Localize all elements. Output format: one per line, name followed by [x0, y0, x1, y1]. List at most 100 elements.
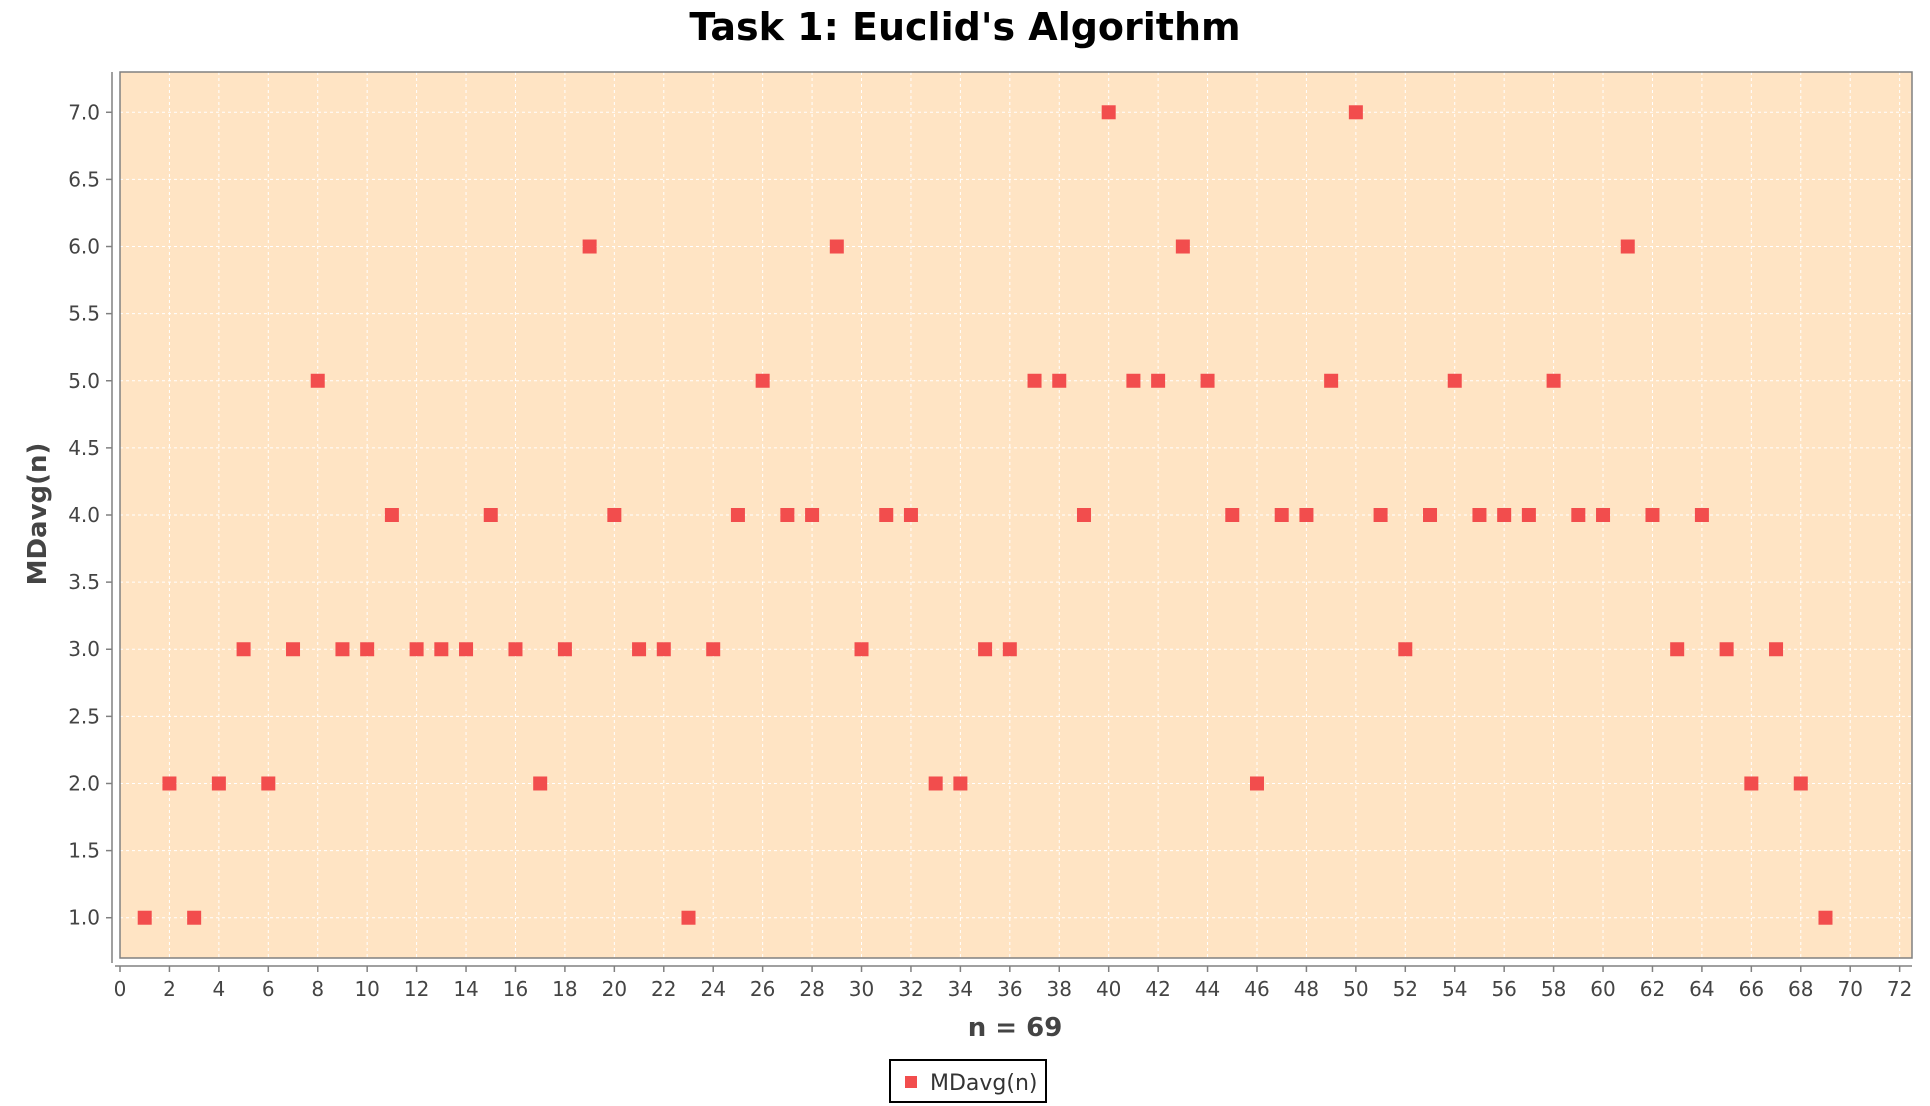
data-point — [1423, 508, 1438, 522]
data-point — [261, 776, 276, 791]
x-tick-label: 26 — [750, 977, 775, 1001]
y-tick-label: 5.0 — [68, 369, 100, 393]
y-tick-label: 3.5 — [68, 570, 100, 594]
x-tick-label: 32 — [898, 977, 923, 1001]
x-tick-label: 60 — [1590, 977, 1615, 1001]
x-tick-label: 72 — [1887, 977, 1912, 1001]
x-axis-title: n = 69 — [968, 1013, 1063, 1043]
data-point — [335, 642, 350, 657]
x-tick-label: 40 — [1096, 977, 1121, 1001]
plot-frame — [119, 71, 1913, 959]
data-point — [483, 508, 498, 522]
data-point — [1645, 508, 1660, 522]
y-tick-label: 4.0 — [68, 503, 100, 527]
x-tick-label: 70 — [1837, 977, 1862, 1001]
data-point — [459, 642, 474, 657]
x-tick-label: 38 — [1047, 977, 1072, 1001]
data-point — [854, 642, 869, 657]
y-axis-title: MDavg(n) — [23, 443, 53, 586]
data-point — [582, 239, 597, 254]
y-tick-label: 4.5 — [68, 436, 100, 460]
data-point — [706, 642, 721, 657]
chart-title: Task 1: Euclid's Algorithm — [689, 5, 1240, 49]
data-point — [755, 373, 770, 388]
data-point — [1596, 508, 1611, 522]
y-tick-label: 1.5 — [68, 839, 100, 863]
x-tick-label: 4 — [213, 977, 226, 1001]
y-axis-ticks: 1.0 1.5 2.0 2.5 3.0 3.5 4.0 4.5 5.0 5.5 6.0 6.5 7.0 — [68, 100, 112, 930]
data-point — [1571, 508, 1586, 522]
data-point — [236, 642, 251, 657]
data-point — [656, 642, 671, 657]
data-point — [286, 642, 301, 657]
x-tick-label: 12 — [404, 977, 429, 1001]
x-tick-label: 48 — [1294, 977, 1319, 1001]
x-tick-label: 14 — [453, 977, 478, 1001]
data-point — [1076, 508, 1091, 522]
data-point — [903, 508, 918, 522]
data-point — [632, 642, 647, 657]
x-tick-label: 64 — [1689, 977, 1714, 1001]
data-point — [879, 508, 894, 522]
x-tick-label: 68 — [1788, 977, 1813, 1001]
data-point — [1225, 508, 1240, 522]
data-point — [1002, 642, 1017, 657]
data-point — [1151, 373, 1166, 388]
data-point — [1447, 373, 1462, 388]
data-point — [1472, 508, 1487, 522]
data-point — [1249, 776, 1264, 791]
data-point — [211, 776, 226, 791]
x-tick-label: 28 — [799, 977, 824, 1001]
y-tick-label: 1.0 — [68, 906, 100, 930]
y-tick-label: 2.0 — [68, 771, 100, 795]
data-point — [1670, 642, 1685, 657]
data-point — [730, 508, 745, 522]
legend: MDavg(n) — [889, 1059, 1047, 1103]
data-point — [978, 642, 993, 657]
data-point — [434, 642, 449, 657]
data-point — [1200, 373, 1215, 388]
y-tick-label: 5.5 — [68, 302, 100, 326]
data-point — [1744, 776, 1759, 791]
data-point — [1299, 508, 1314, 522]
x-tick-label: 18 — [552, 977, 577, 1001]
data-point — [310, 373, 325, 388]
x-tick-label: 46 — [1244, 977, 1269, 1001]
data-point — [1175, 239, 1190, 254]
y-tick-label: 7.0 — [68, 100, 100, 124]
y-tick-label: 2.5 — [68, 704, 100, 728]
x-tick-label: 58 — [1541, 977, 1566, 1001]
data-point — [557, 642, 572, 657]
x-tick-label: 52 — [1393, 977, 1418, 1001]
data-point — [1126, 373, 1141, 388]
x-tick-label: 2 — [163, 977, 176, 1001]
data-point — [1793, 776, 1808, 791]
legend-label: MDavg(n) — [930, 1071, 1038, 1096]
data-point — [607, 508, 622, 522]
y-tick-label: 6.0 — [68, 235, 100, 259]
data-point — [533, 776, 548, 791]
y-tick-label: 3.0 — [68, 637, 100, 661]
data-point — [1052, 373, 1067, 388]
data-point — [1719, 642, 1734, 657]
data-point — [1274, 508, 1289, 522]
data-point — [1546, 373, 1561, 388]
x-tick-label: 42 — [1145, 977, 1170, 1001]
x-tick-label: 22 — [651, 977, 676, 1001]
data-point — [1398, 642, 1413, 657]
data-point — [409, 642, 424, 657]
x-tick-label: 50 — [1343, 977, 1368, 1001]
data-point — [137, 910, 152, 925]
x-tick-label: 66 — [1739, 977, 1764, 1001]
data-point — [162, 776, 177, 791]
x-tick-label: 20 — [602, 977, 627, 1001]
data-point — [1027, 373, 1042, 388]
data-point — [1373, 508, 1388, 522]
gridlines — [119, 72, 1912, 958]
data-point — [1101, 105, 1116, 120]
x-tick-label: 54 — [1442, 977, 1467, 1001]
data-point — [1348, 105, 1363, 120]
data-point — [1620, 239, 1635, 254]
data-point — [829, 239, 844, 254]
